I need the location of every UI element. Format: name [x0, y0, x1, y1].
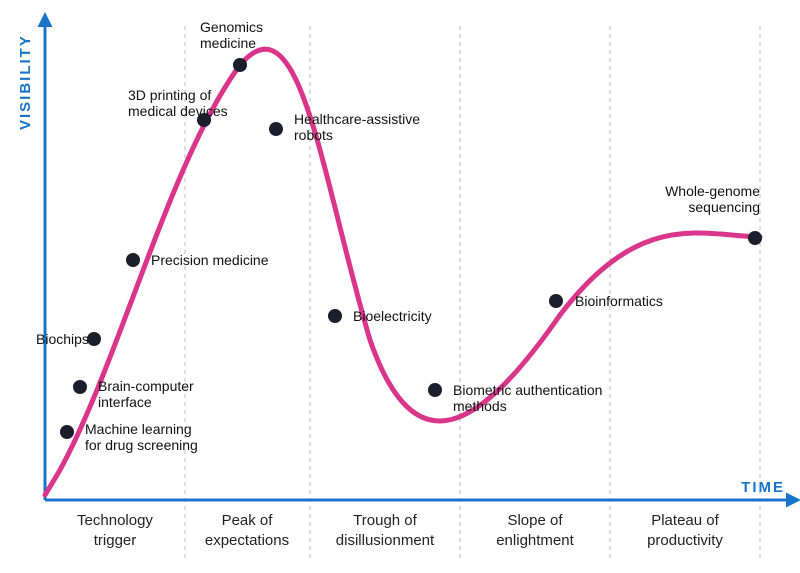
- point-marker-10: [749, 232, 762, 245]
- point-label-7: Bioelectricity: [353, 308, 432, 324]
- point-label-2: Biochips: [36, 331, 89, 347]
- point-marker-8: [429, 384, 442, 397]
- point-label-3: Precision medicine: [151, 252, 269, 268]
- x-axis-label: TIME: [741, 479, 785, 496]
- point-marker-0: [61, 426, 74, 439]
- point-marker-6: [270, 123, 283, 136]
- point-marker-2: [88, 333, 101, 346]
- point-marker-9: [550, 295, 563, 308]
- point-label-9: Bioinformatics: [575, 293, 663, 309]
- point-label-0: Machine learningfor drug screening: [85, 421, 198, 453]
- point-marker-7: [329, 310, 342, 323]
- point-marker-1: [74, 381, 87, 394]
- point-marker-5: [234, 59, 247, 72]
- point-label-5: Genomicsmedicine: [200, 19, 263, 51]
- y-axis-label: VISIBILITY: [17, 34, 34, 130]
- point-marker-3: [127, 254, 140, 267]
- hype-cycle-chart: VISIBILITYTIMETechnologytriggerPeak ofex…: [0, 0, 800, 573]
- chart-background: [0, 0, 800, 573]
